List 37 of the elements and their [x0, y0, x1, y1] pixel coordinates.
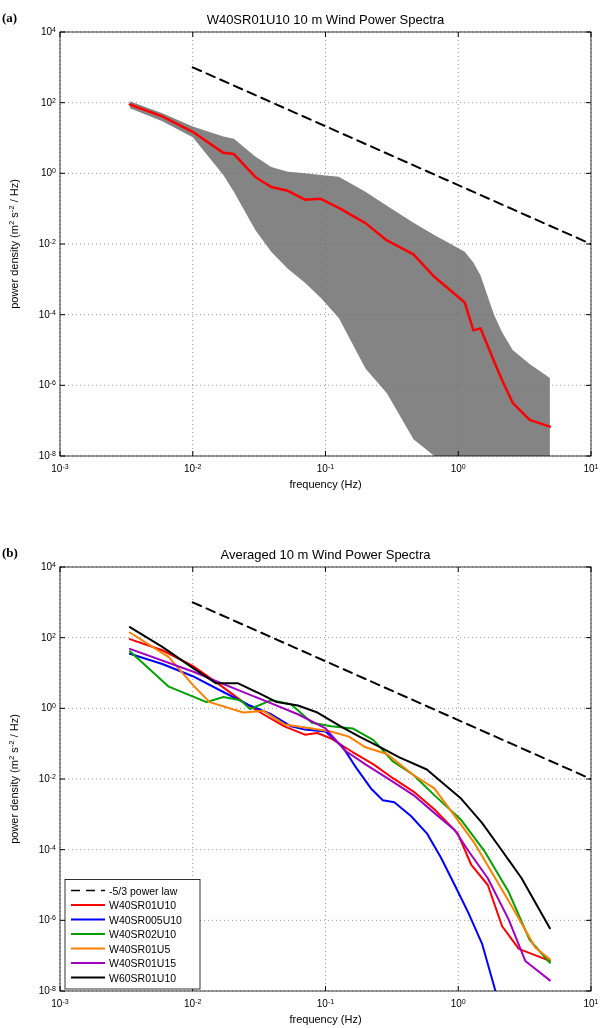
y-tick-label: 10$^{2}$ [40, 631, 57, 643]
y-tick-label: 10$^{-6}$ [38, 913, 57, 926]
x-tick-label: 10$^{0}$ [450, 462, 466, 474]
legend-label: W40SR01U5 [109, 942, 171, 955]
x-tick-label: 10$^{-1}$ [316, 462, 335, 474]
x-tick-label: 10$^{-2}$ [184, 997, 202, 1009]
y-tick-label: 10$^{0}$ [40, 701, 57, 714]
legend-label: W40SR01U15 [109, 957, 177, 969]
text: (b) [2, 545, 18, 560]
x-tick-label: 10$^{1}$ [583, 462, 599, 474]
legend-label: -5/3 power law [109, 884, 178, 897]
x-tick-label: 10$^{-3}$ [51, 997, 69, 1009]
chart-title: Averaged 10 m Wind Power Spectra [220, 547, 432, 562]
y-tick-label: 10$^{-4}$ [38, 308, 57, 320]
y-tick-label: 10$^{2}$ [40, 96, 57, 108]
y-tick-label: 10$^{4}$ [40, 25, 57, 37]
y-tick-label: 10$^{-2}$ [38, 237, 57, 249]
legend-label: W40SR005U10 [109, 913, 183, 926]
y-tick-label: 10$^{-8}$ [38, 449, 57, 461]
y-tick-label: 10$^{-8}$ [38, 984, 57, 996]
x-axis-title: frequency (Hz) [289, 478, 362, 490]
legend-label: W40SR01U10 [109, 899, 177, 911]
x-tick-label: 10$^{-3}$ [51, 462, 69, 474]
legend-label: W40SR02U10 [109, 928, 177, 940]
x-tick-label: 10$^{-2}$ [184, 462, 202, 474]
x-tick-label: 10$^{0}$ [450, 997, 466, 1009]
chart-title: W40SR01U10 10 m Wind Power Spectra [206, 12, 446, 27]
y-tick-label: 10$^{0}$ [40, 166, 57, 179]
y-tick-label: 10$^{-6}$ [38, 378, 57, 391]
text: (a) [2, 10, 18, 25]
legend-label: W60SR01U10 [109, 971, 177, 984]
x-axis-title: frequency (Hz) [289, 1013, 362, 1025]
y-tick-label: 10$^{-4}$ [38, 843, 57, 855]
y-tick-label: 10$^{4}$ [40, 560, 57, 572]
x-tick-label: 10$^{-1}$ [316, 997, 335, 1009]
x-tick-label: 10$^{1}$ [583, 997, 599, 1009]
y-tick-label: 10$^{-2}$ [38, 772, 57, 784]
